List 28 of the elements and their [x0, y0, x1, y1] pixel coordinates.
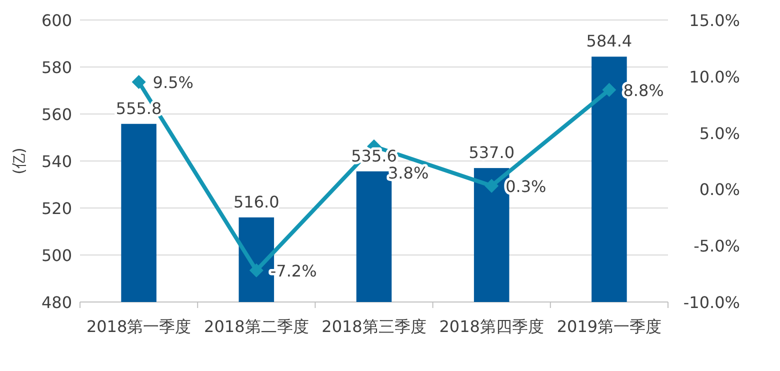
y2-tick-label: -10.0% — [683, 293, 740, 312]
y2-tick-label: 15.0% — [689, 11, 740, 30]
data-label: 537.0 — [468, 143, 515, 162]
data-label: 584.4 — [586, 32, 632, 51]
y-tick-label: 540 — [41, 152, 72, 171]
point — [484, 178, 499, 193]
y-tick-label: 480 — [41, 293, 72, 312]
y2-tick-label: 0.0% — [699, 180, 740, 200]
data-label: 3.8% — [388, 163, 429, 182]
y-tick-label: 500 — [41, 246, 72, 265]
x-tick-label: 2018第一季度 — [86, 317, 192, 336]
x-tick-label: 2018第二季度 — [204, 317, 309, 336]
point — [602, 82, 616, 97]
y-tick-label: 580 — [41, 58, 72, 77]
y-tick-label: 560 — [41, 105, 72, 124]
y-tick-label: 600 — [41, 11, 72, 30]
y2-tick-label: 5.0% — [699, 124, 740, 143]
y2-tick-label: 10.0% — [689, 67, 740, 86]
x-tick-label: 2018第四季度 — [439, 317, 544, 336]
data-label: 9.5% — [152, 73, 194, 92]
x-tick-label: 2018第三季度 — [322, 317, 426, 336]
y-tick-label: 520 — [41, 199, 72, 218]
y2-tick-label: -5.0% — [694, 236, 740, 256]
point — [132, 75, 146, 90]
point — [249, 263, 264, 278]
y-axis-title: (亿) — [10, 148, 28, 174]
x-tick-label: 2019第一季度 — [556, 317, 662, 336]
data-label: 516.0 — [233, 192, 280, 212]
